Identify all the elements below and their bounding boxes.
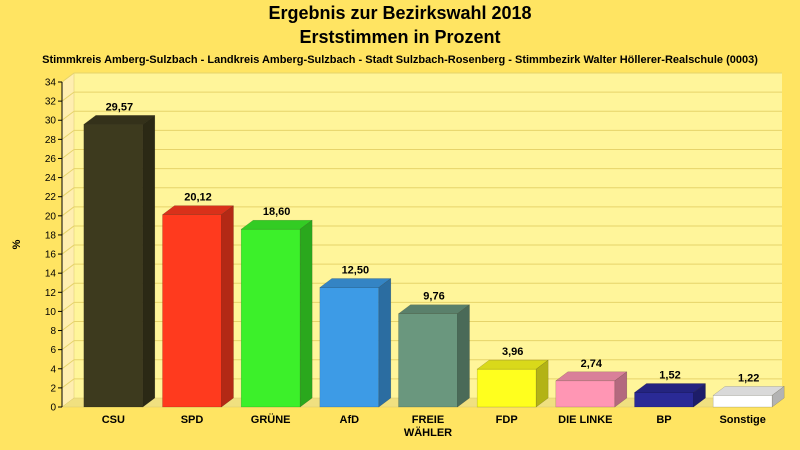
chart-subtitle: Erststimmen in Prozent — [299, 27, 501, 47]
x-tick-label: Sonstige — [719, 414, 765, 426]
bar — [162, 214, 222, 408]
chart-district-subtitle: Stimmkreis Amberg-Sulzbach - Landkreis A… — [42, 54, 758, 66]
gridline-side — [61, 282, 75, 293]
gridline-side — [61, 129, 75, 140]
bar-side — [457, 304, 470, 408]
bar — [476, 368, 537, 408]
y-tick-label: 10 — [45, 307, 57, 318]
bar-value-label: 29,57 — [106, 101, 134, 113]
gridline-side — [61, 187, 75, 198]
gridline-side — [61, 302, 75, 312]
y-tick-label: 6 — [50, 345, 56, 356]
gridline-side — [61, 225, 75, 236]
bar-value-label: 12,50 — [342, 265, 370, 277]
gridline-side — [61, 91, 75, 102]
bar-side — [771, 385, 785, 408]
bar-side — [299, 219, 313, 408]
x-tick-label: DIE LINKE — [558, 414, 612, 426]
y-tick-label: 20 — [45, 211, 57, 222]
bar-top — [161, 205, 235, 215]
x-tick-label: WÄHLER — [404, 426, 452, 439]
bar-side — [614, 371, 628, 408]
y-tick-label: 32 — [45, 97, 57, 108]
bar-value-label: 1,22 — [738, 372, 759, 384]
y-tick-label: 16 — [45, 250, 57, 261]
y-tick-label: 0 — [50, 403, 56, 414]
bar-value-label: 1,52 — [659, 369, 680, 381]
gridline-side — [61, 263, 75, 274]
x-tick-label: GRÜNE — [251, 413, 291, 426]
bar-side — [693, 382, 706, 408]
y-tick-label: 2 — [50, 383, 56, 394]
bar-side — [535, 359, 549, 408]
y-tick-label: 14 — [45, 269, 57, 280]
bar — [712, 395, 773, 408]
x-tick-label: FDP — [496, 414, 518, 426]
bar-value-label: 20,12 — [184, 192, 212, 204]
bar-side — [221, 205, 234, 408]
bar-top — [476, 359, 549, 370]
y-axis-label: % — [11, 239, 23, 249]
y-tick-label: 28 — [45, 135, 57, 146]
bar-value-label: 2,74 — [581, 358, 603, 370]
bar-value-label: 18,60 — [263, 206, 291, 218]
bar-top — [712, 386, 785, 396]
bar-top — [555, 371, 628, 382]
y-tick-label: 22 — [45, 192, 57, 203]
bar-side — [142, 114, 156, 408]
bar-top — [83, 115, 156, 125]
gridline-side — [61, 72, 75, 83]
y-tick-label: 18 — [45, 230, 57, 241]
bar — [83, 124, 144, 408]
y-tick-label: 26 — [45, 154, 57, 165]
bar — [319, 287, 380, 408]
x-tick-label: FREIE — [412, 414, 444, 426]
bar — [398, 313, 458, 408]
gridline-side — [61, 168, 75, 178]
gridline-side — [61, 206, 75, 217]
bar — [240, 228, 301, 408]
bar-top — [397, 304, 471, 314]
bar — [634, 392, 694, 408]
y-tick-label: 34 — [45, 78, 57, 89]
gridline-side — [61, 110, 75, 121]
y-tick-label: 4 — [50, 364, 56, 375]
chart-title: Ergebnis zur Bezirkswahl 2018 — [268, 3, 532, 23]
x-tick-label: BP — [656, 414, 671, 426]
y-tick-label: 12 — [45, 288, 57, 299]
bar-top — [240, 219, 313, 230]
bar-top — [319, 278, 392, 288]
gridline-side — [61, 359, 75, 370]
gridline-side — [61, 244, 75, 255]
bar — [555, 380, 616, 408]
plot-side-wall — [61, 72, 75, 408]
bar-top — [633, 383, 707, 393]
y-tick-label: 30 — [45, 116, 57, 127]
x-tick-label: SPD — [181, 414, 204, 426]
bar-value-label: 9,76 — [423, 291, 444, 303]
gridline-side — [61, 340, 75, 351]
gridline-side — [61, 321, 75, 331]
y-tick-label: 8 — [50, 326, 56, 337]
bar-side — [378, 278, 392, 408]
bar-value-label: 3,96 — [502, 346, 523, 358]
gridline-side — [61, 149, 75, 159]
gridline-side — [61, 378, 75, 389]
y-tick-label: 24 — [45, 173, 57, 184]
x-tick-label: AfD — [340, 414, 360, 426]
x-tick-label: CSU — [102, 414, 125, 426]
